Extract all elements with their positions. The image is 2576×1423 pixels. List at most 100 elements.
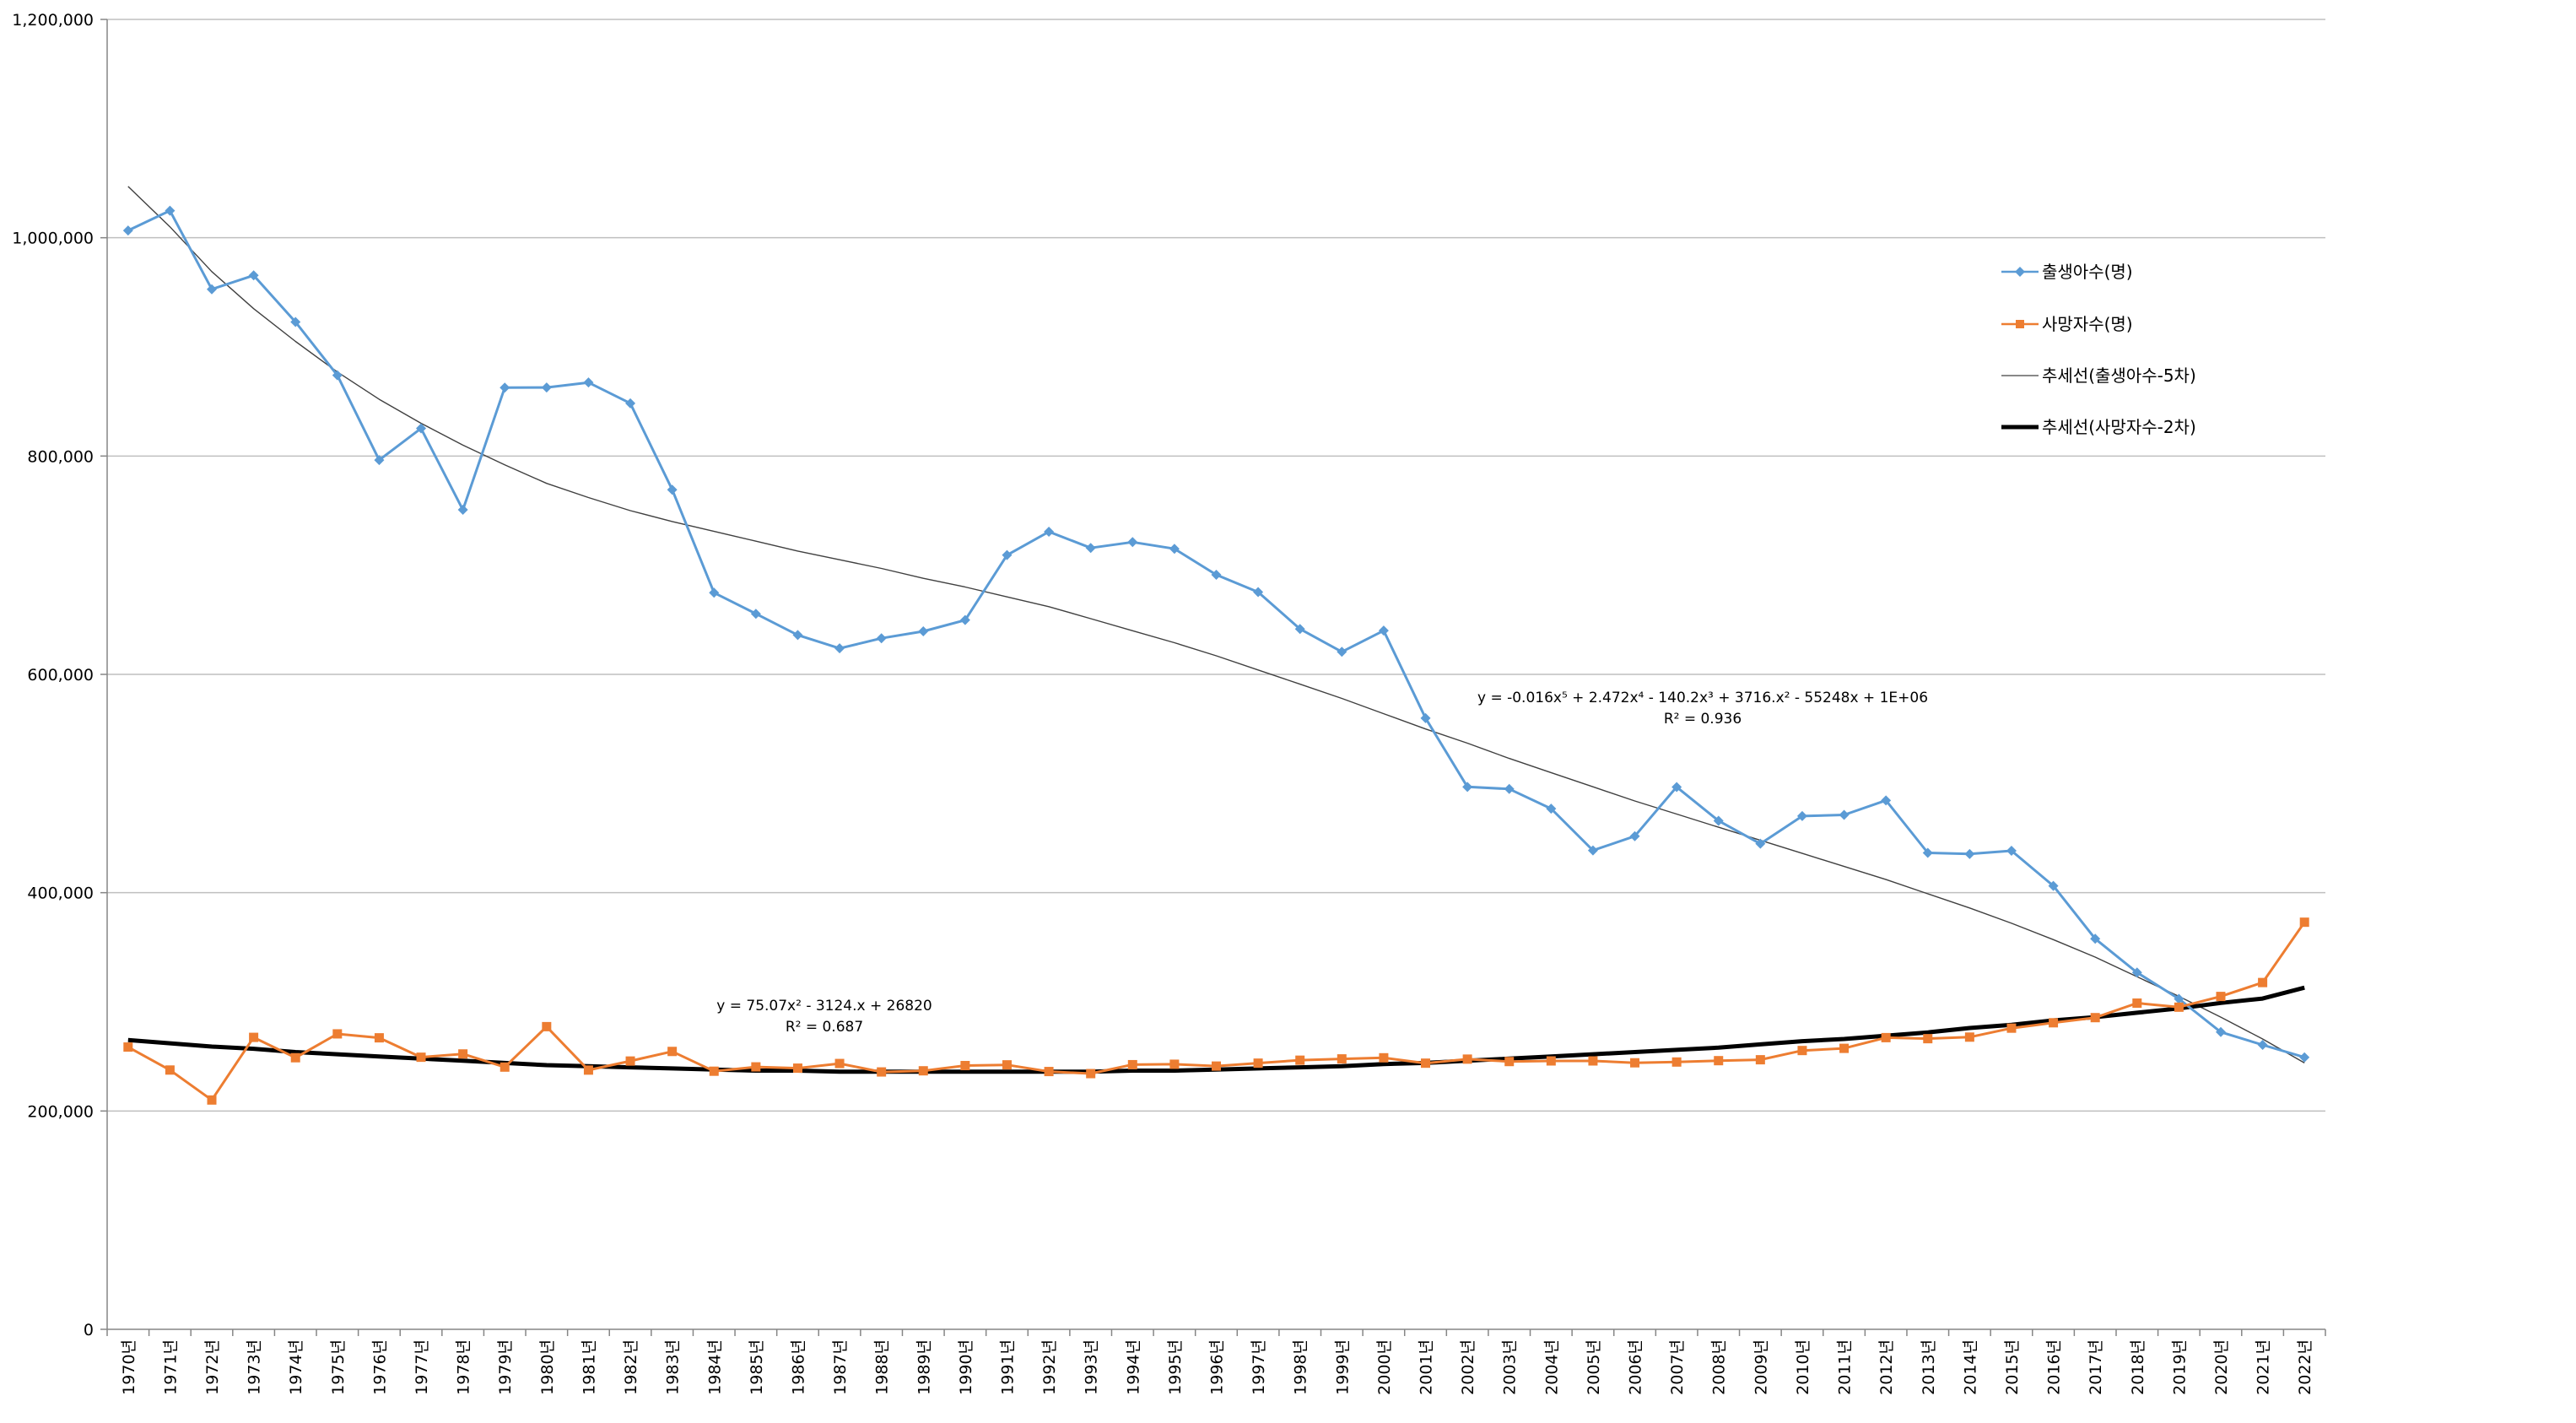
data-point-births: [1085, 543, 1096, 554]
series-line-births: [127, 209, 2305, 1059]
data-point-births: [1044, 526, 1055, 537]
data-point-deaths: [2090, 1013, 2100, 1023]
x-tick-label: 1986년: [789, 1339, 807, 1395]
data-point-deaths: [1588, 1056, 1598, 1066]
data-point-births: [1294, 624, 1305, 635]
death-trend-equation: y = 75.07x² - 3124.x + 26820: [716, 998, 932, 1014]
data-point-deaths: [1295, 1055, 1305, 1065]
birth-trend-equation: y = -0.016x⁵ + 2.472x⁴ - 140.2x³ + 3716.…: [1477, 690, 1928, 706]
x-tick-label: 2008년: [1710, 1339, 1729, 1395]
x-tick-label: 2000년: [1375, 1339, 1394, 1395]
data-point-births: [583, 377, 594, 388]
y-tick-label: 200,000: [27, 1102, 94, 1121]
data-point-births: [1169, 544, 1180, 555]
data-point-births: [1462, 782, 1473, 793]
data-point-births: [876, 633, 887, 644]
x-tick-label: 2002년: [1459, 1339, 1477, 1395]
data-point-deaths: [834, 1058, 845, 1069]
data-point-deaths: [1379, 1052, 1389, 1063]
data-point-deaths: [542, 1021, 552, 1031]
data-point-births: [457, 505, 468, 516]
x-tick-label: 1987년: [831, 1339, 850, 1395]
data-point-deaths: [1839, 1043, 1850, 1053]
data-point-births: [207, 284, 218, 295]
x-tick-label: 2018년: [2129, 1339, 2147, 1395]
data-point-births: [2174, 993, 2184, 1004]
x-tick-label: 2012년: [1877, 1339, 1896, 1395]
trendlines: [127, 186, 2305, 1074]
legend-item-death-trend: 추세선(사망자수-2차): [2001, 417, 2196, 437]
data-point-births: [1587, 845, 1598, 856]
data-point-births: [1378, 625, 1389, 636]
x-tick-label: 1985년: [748, 1339, 766, 1395]
data-point-births: [2299, 1052, 2310, 1063]
x-tick-label: 1997년: [1250, 1339, 1268, 1395]
data-point-deaths: [374, 1033, 384, 1043]
x-tick-label: 2011년: [1836, 1339, 1855, 1395]
data-point-deaths: [458, 1049, 468, 1059]
data-point-deaths: [1127, 1059, 1137, 1069]
trendline-equations: y = -0.016x⁵ + 2.472x⁴ - 140.2x³ + 3716.…: [716, 690, 1928, 1036]
data-point-deaths: [2216, 992, 2226, 1002]
data-point-births: [2090, 933, 2101, 944]
data-point-deaths: [1462, 1054, 1472, 1064]
x-tick-label: 1978년: [455, 1339, 473, 1395]
legend-label-deaths: 사망자수(명): [2042, 314, 2133, 334]
data-point-deaths: [751, 1062, 761, 1072]
data-point-births: [541, 382, 552, 393]
x-tick-label: 1983년: [664, 1339, 683, 1395]
data-point-deaths: [960, 1061, 970, 1071]
gridlines: [107, 19, 2325, 1112]
x-tick-label: 2003년: [1501, 1339, 1520, 1395]
data-point-births: [959, 614, 970, 625]
data-point-deaths: [123, 1042, 133, 1052]
data-point-births: [1964, 848, 1975, 859]
data-point-births: [165, 205, 176, 216]
data-point-births: [1713, 815, 1724, 826]
x-tick-label: 1976년: [370, 1339, 389, 1395]
data-point-deaths: [2174, 1002, 2184, 1012]
data-point-births: [1922, 847, 1933, 858]
legend-item-births: 출생아수(명): [2001, 262, 2133, 282]
legend: 출생아수(명) 사망자수(명) 추세선(출생아수-5차) 추세선(사망자수-2차…: [2001, 262, 2196, 437]
x-tick-label: 2020년: [2212, 1339, 2231, 1395]
data-point-births: [1629, 831, 1640, 841]
data-point-births: [332, 370, 343, 381]
data-point-births: [834, 643, 845, 654]
data-point-deaths: [1714, 1056, 1724, 1066]
legend-label-births: 출생아수(명): [2042, 262, 2133, 282]
x-tick-label: 2006년: [1627, 1339, 1645, 1395]
data-point-deaths: [249, 1032, 259, 1042]
data-point-deaths: [1253, 1058, 1263, 1069]
data-point-births: [1881, 795, 1892, 806]
series-line-deaths: [127, 921, 2306, 1101]
data-point-births: [2006, 845, 2017, 856]
data-point-deaths: [2258, 977, 2268, 987]
data-point-births: [1671, 782, 1682, 793]
data-point-deaths: [1755, 1055, 1765, 1065]
data-point-births: [374, 455, 385, 466]
data-point-deaths: [1002, 1060, 1012, 1070]
x-tick-label: 1999년: [1333, 1339, 1352, 1395]
data-point-deaths: [1671, 1057, 1682, 1067]
data-point-deaths: [2132, 998, 2142, 1009]
data-point-births: [1127, 537, 1138, 548]
data-point-deaths: [165, 1065, 175, 1075]
x-tick-label: 1977년: [413, 1339, 431, 1395]
y-tick-label: 1,000,000: [12, 230, 94, 248]
data-point-deaths: [1797, 1046, 1807, 1056]
x-tick-label: 1974년: [287, 1339, 305, 1395]
x-tick-label: 1971년: [161, 1339, 180, 1395]
data-point-deaths: [1964, 1032, 1974, 1042]
data-point-deaths: [583, 1065, 593, 1075]
data-point-deaths: [1421, 1058, 1431, 1069]
data-point-deaths: [1504, 1057, 1515, 1067]
x-tick-label: 1994년: [1124, 1339, 1142, 1395]
x-tick-label: 1981년: [580, 1339, 598, 1395]
data-point-deaths: [918, 1066, 928, 1076]
x-tick-label: 2001년: [1418, 1339, 1436, 1395]
data-point-deaths: [1337, 1054, 1347, 1064]
data-point-births: [2257, 1040, 2268, 1051]
legend-label-birth-trend: 추세선(출생아수-5차): [2042, 365, 2196, 386]
